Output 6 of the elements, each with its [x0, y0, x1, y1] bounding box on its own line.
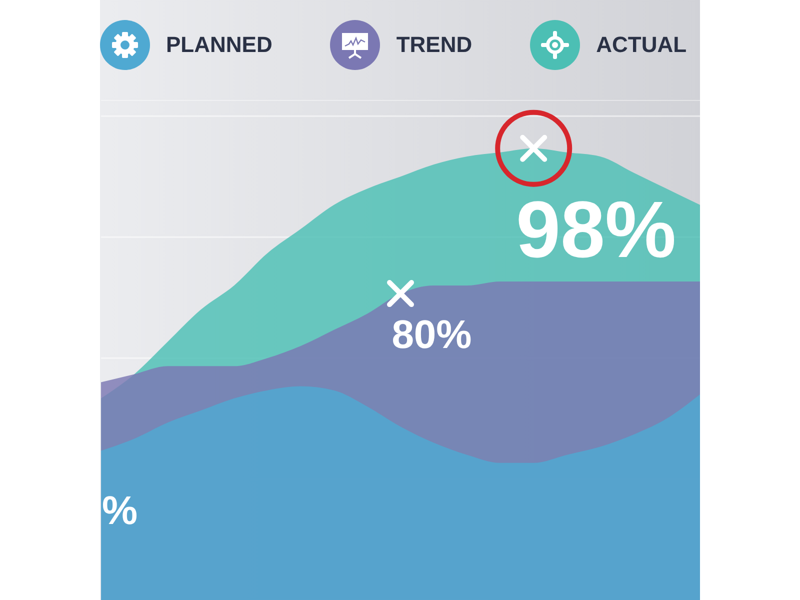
- legend-label: ACTUAL: [596, 32, 687, 58]
- legend-label: TREND: [396, 32, 472, 58]
- data-label: 98%: [516, 185, 676, 274]
- annotation: %: [102, 488, 138, 534]
- legend-label: PLANNED: [166, 32, 272, 58]
- data-label: 80%: [392, 312, 472, 357]
